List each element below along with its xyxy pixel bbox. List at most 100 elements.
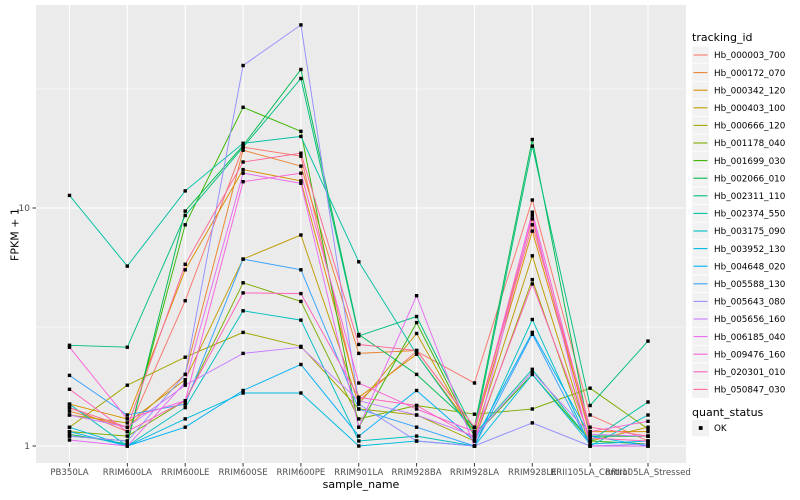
legend-item-label: Hb_003952_130 xyxy=(714,245,786,255)
data-point xyxy=(183,417,187,421)
legend-item-label: Hb_002066_010 xyxy=(714,174,786,184)
data-point xyxy=(241,351,245,356)
data-point xyxy=(183,378,187,382)
data-point xyxy=(67,193,72,198)
data-point xyxy=(183,405,187,410)
data-point xyxy=(357,342,361,347)
data-point xyxy=(530,137,534,142)
data-point xyxy=(646,400,650,404)
data-point xyxy=(241,388,245,393)
data-point xyxy=(299,268,303,272)
x-axis-title: sample_name xyxy=(322,478,400,491)
x-tick-label: RRIM928LE xyxy=(508,468,557,478)
data-point xyxy=(646,434,650,438)
data-point xyxy=(646,419,650,423)
data-point xyxy=(67,429,72,434)
data-point xyxy=(183,383,187,387)
legend-item-label: Hb_000403_100 xyxy=(714,104,786,114)
data-point xyxy=(299,318,303,322)
data-point xyxy=(241,330,245,335)
data-point xyxy=(414,439,419,443)
data-point xyxy=(530,277,534,282)
legend-item-label: Hb_000172_070 xyxy=(714,69,786,79)
legend-item-label: Hb_000342_120 xyxy=(714,86,786,96)
data-point xyxy=(414,331,419,336)
data-point xyxy=(588,432,592,436)
x-tick-label: RRIM600LE xyxy=(161,468,210,478)
data-point xyxy=(67,438,72,442)
data-point xyxy=(414,314,419,319)
data-point xyxy=(67,425,72,429)
data-point xyxy=(125,429,129,434)
data-point xyxy=(125,417,129,421)
data-point xyxy=(357,439,361,443)
data-point xyxy=(530,317,534,322)
data-point xyxy=(125,264,129,268)
y-tick-label: 10 xyxy=(19,204,31,214)
data-point xyxy=(241,281,245,285)
data-point xyxy=(67,405,72,410)
data-point xyxy=(588,442,592,446)
data-point xyxy=(530,421,534,425)
data-point xyxy=(530,213,534,218)
data-point xyxy=(357,444,361,448)
x-tick-label: RRIM901LA xyxy=(334,468,383,478)
data-point xyxy=(357,425,361,429)
legend-item-label: Hb_005643_080 xyxy=(714,298,786,308)
data-point xyxy=(588,436,592,440)
y-tick-label: 1 xyxy=(24,442,30,452)
data-point xyxy=(67,345,72,349)
legend-item-label: Hb_004648_020 xyxy=(714,262,786,272)
data-point xyxy=(299,181,303,185)
data-point xyxy=(241,171,245,175)
legend-title-quant-status: quant_status xyxy=(692,406,764,419)
data-point xyxy=(646,339,650,343)
legend-item-label: Hb_006185_040 xyxy=(714,333,786,343)
data-point xyxy=(472,412,477,416)
data-point xyxy=(299,76,303,81)
data-point xyxy=(414,372,419,377)
data-point xyxy=(414,407,419,411)
legend-item-label: Hb_009476_160 xyxy=(714,350,786,360)
data-point xyxy=(414,434,419,438)
legend-item-label: Hb_002311_110 xyxy=(714,192,786,202)
data-point xyxy=(472,425,477,429)
data-point xyxy=(530,367,534,371)
data-point xyxy=(299,151,303,155)
data-point xyxy=(588,434,592,438)
data-point xyxy=(299,391,303,395)
data-point xyxy=(183,299,187,303)
data-point xyxy=(646,439,650,443)
data-point xyxy=(357,417,361,421)
data-point xyxy=(125,439,129,443)
data-point xyxy=(472,444,477,448)
data-point xyxy=(357,407,361,411)
data-point xyxy=(588,429,592,434)
data-point xyxy=(530,332,534,336)
data-point xyxy=(299,291,303,296)
data-point xyxy=(299,179,303,183)
legend-item-label: Hb_005656_160 xyxy=(714,315,786,325)
data-point xyxy=(357,381,361,385)
data-point xyxy=(299,129,303,133)
data-point xyxy=(125,425,129,429)
data-point xyxy=(588,425,592,429)
data-point xyxy=(646,442,650,446)
data-point xyxy=(588,413,592,417)
data-point xyxy=(241,257,245,261)
data-point xyxy=(414,294,419,298)
data-point xyxy=(414,388,419,393)
data-point xyxy=(241,141,245,145)
data-point xyxy=(241,148,245,152)
plot-panel xyxy=(36,5,686,463)
data-point xyxy=(299,67,303,72)
data-point xyxy=(414,403,419,408)
data-point xyxy=(241,63,245,68)
data-point xyxy=(357,334,361,338)
data-point xyxy=(67,343,72,347)
data-point xyxy=(530,372,534,377)
data-point xyxy=(530,210,534,214)
data-point xyxy=(183,425,187,429)
x-tick-label: PB350LA xyxy=(50,468,88,478)
legend-title-tracking-id: tracking_id xyxy=(692,31,753,44)
